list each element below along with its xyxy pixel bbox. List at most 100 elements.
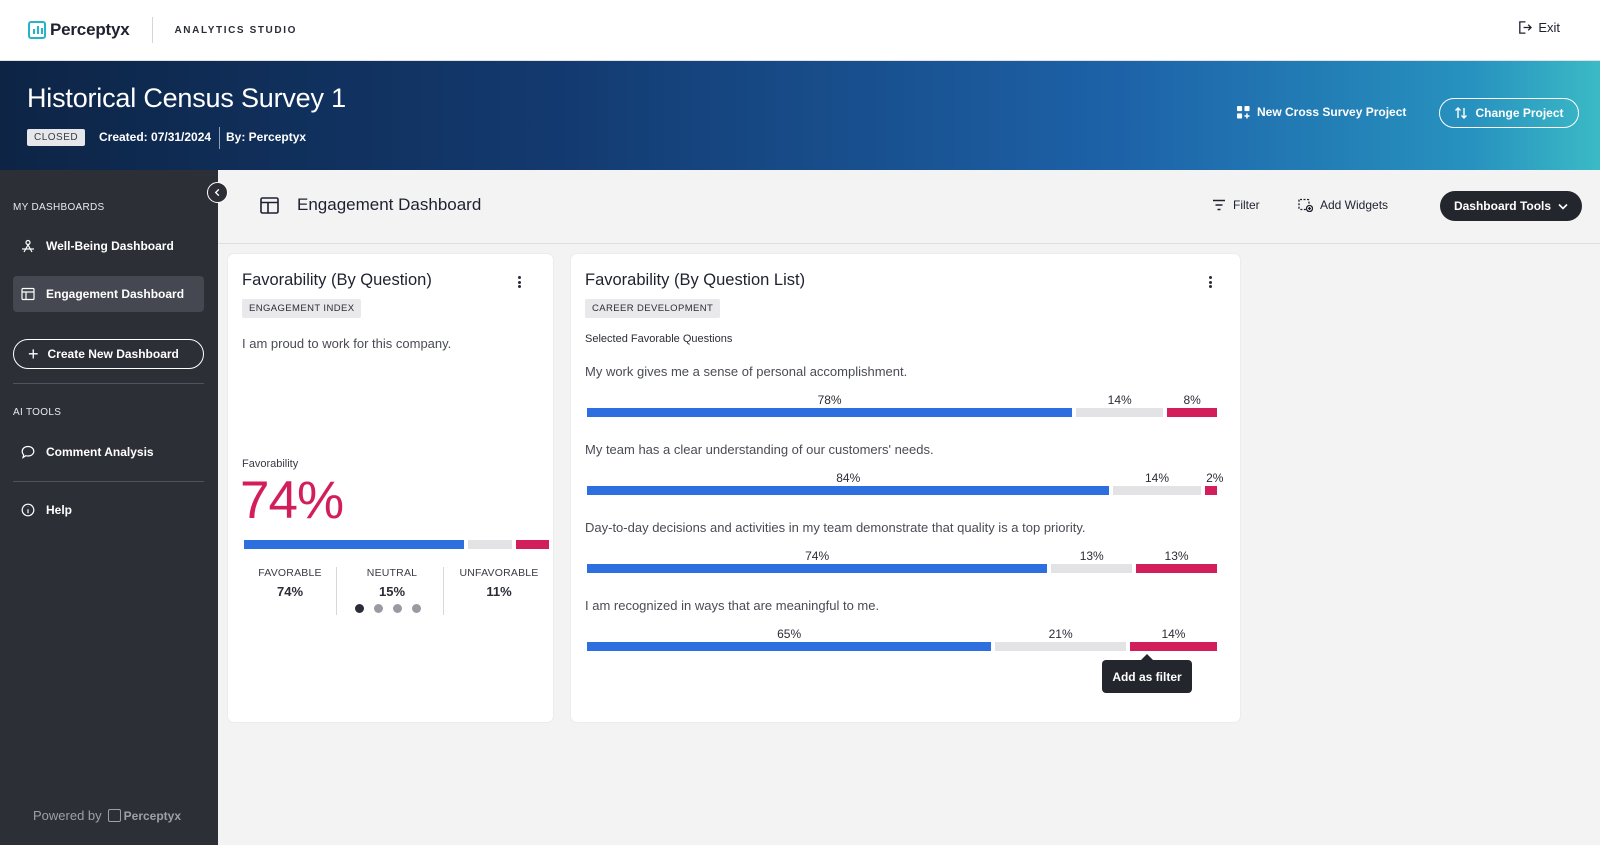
stat-favorable: FAVORABLE 74% <box>243 567 337 599</box>
survey-banner: Historical Census Survey 1 CLOSED Create… <box>0 61 1600 170</box>
favorable-percent-label: 65% <box>777 627 802 641</box>
neutral-percent-label: 13% <box>1079 549 1104 563</box>
widget-menu-button[interactable] <box>511 273 527 291</box>
filter-button[interactable]: Filter <box>1212 198 1260 212</box>
sidebar-item-comment-analysis[interactable]: Comment Analysis <box>13 434 204 470</box>
created-date: Created: 07/31/2024 <box>99 130 212 144</box>
dashboard-layout-icon <box>260 196 279 214</box>
sidebar-item-label: Well-Being Dashboard <box>46 239 174 253</box>
info-icon <box>21 503 35 517</box>
sidebar-item-help[interactable]: Help <box>13 492 204 528</box>
favorable-percent-label: 74% <box>805 549 830 563</box>
exit-label: Exit <box>1538 20 1560 35</box>
dashboard-title: Engagement Dashboard <box>260 195 481 215</box>
comment-icon <box>21 445 35 459</box>
top-bar: Perceptyx ANALYTICS STUDIO Exit <box>0 0 1600 61</box>
favorability-by-question-list-widget: Favorability (By Question List) CAREER D… <box>571 254 1240 722</box>
create-new-dashboard-label: Create New Dashboard <box>47 347 179 361</box>
favorable-segment[interactable] <box>244 540 464 549</box>
stat-divider <box>336 567 337 615</box>
logo-mark-icon <box>28 21 46 39</box>
neutral-percent-label: 14% <box>1107 393 1132 407</box>
created-by: By: Perceptyx <box>226 130 307 144</box>
new-cross-survey-button[interactable]: New Cross Survey Project <box>1237 105 1406 119</box>
widget-menu-button[interactable] <box>1202 273 1218 291</box>
add-widgets-button[interactable]: Add Widgets <box>1298 198 1388 212</box>
powered-by: Powered by Perceptyx <box>33 808 181 823</box>
widget-title: Favorability (By Question) <box>242 271 432 289</box>
widget-title: Favorability (By Question List) <box>585 271 806 289</box>
neutral-percent-label: 14% <box>1145 471 1170 485</box>
exit-button[interactable]: Exit <box>1517 20 1560 35</box>
change-project-button[interactable]: Change Project <box>1439 98 1579 128</box>
create-new-dashboard-button[interactable]: + Create New Dashboard <box>13 339 204 369</box>
perceptyx-mark-icon <box>107 809 121 822</box>
dashboard-header: Engagement Dashboard Filter Add Widgets … <box>218 170 1600 244</box>
sidebar-item-engagement[interactable]: Engagement Dashboard <box>13 276 204 312</box>
logo-text: Perceptyx <box>50 20 130 39</box>
favorable-segment[interactable] <box>587 564 1048 573</box>
favorable-percent-label: 84% <box>836 471 861 485</box>
studio-label: ANALYTICS STUDIO <box>174 24 297 36</box>
survey-title: Historical Census Survey 1 <box>27 83 346 113</box>
widget-tag: ENGAGEMENT INDEX <box>242 299 362 318</box>
filter-label: Filter <box>1233 198 1260 212</box>
sidebar-item-well-being[interactable]: Well-Being Dashboard <box>13 228 204 264</box>
collapse-sidebar-button[interactable] <box>207 182 228 203</box>
add-widgets-label: Add Widgets <box>1320 198 1389 212</box>
stat-divider <box>443 567 444 615</box>
question-text: My team has a clear understanding of our… <box>585 442 934 457</box>
pagination-dot[interactable] <box>412 604 421 613</box>
dashboard-tools-button[interactable]: Dashboard Tools <box>1440 191 1582 221</box>
neutral-segment[interactable] <box>1113 486 1201 495</box>
favorable-segment[interactable] <box>587 408 1073 417</box>
status-badge: CLOSED <box>27 129 86 146</box>
unfavorable-segment[interactable] <box>1204 486 1217 495</box>
unfavorable-segment[interactable] <box>516 540 549 549</box>
favorable-segment[interactable] <box>587 486 1110 495</box>
stat-value: 11% <box>486 584 512 599</box>
question-text: I am proud to work for this company. <box>242 336 452 351</box>
stat-value: 15% <box>378 584 406 599</box>
plus-icon: + <box>28 344 39 364</box>
powered-brand: Perceptyx <box>123 808 182 823</box>
unfavorable-percent-label: 8% <box>1183 393 1201 407</box>
neutral-segment[interactable] <box>995 642 1126 651</box>
meta-divider <box>219 127 220 149</box>
favorability-by-question-widget: Favorability (By Question) ENGAGEMENT IN… <box>228 254 553 722</box>
exit-icon <box>1519 21 1533 34</box>
swap-icon <box>1455 107 1468 119</box>
neutral-segment[interactable] <box>467 540 513 549</box>
wellbeing-icon <box>22 239 34 253</box>
unfavorable-segment[interactable] <box>1136 564 1217 573</box>
perceptyx-logo[interactable]: Perceptyx <box>28 15 130 45</box>
sidebar-item-label: Engagement Dashboard <box>46 287 185 301</box>
stat-unfavorable: UNFAVORABLE 11% <box>452 567 546 599</box>
unfavorable-segment[interactable] <box>1129 642 1217 651</box>
widget-subtitle: Selected Favorable Questions <box>585 333 733 345</box>
neutral-segment[interactable] <box>1051 564 1133 573</box>
sidebar-divider <box>13 481 204 482</box>
unfavorable-percent-label: 14% <box>1161 627 1186 641</box>
dashboard-title-text: Engagement Dashboard <box>297 195 482 214</box>
unfavorable-segment[interactable] <box>1167 408 1217 417</box>
dashboard-icon <box>21 287 35 301</box>
grid-plus-icon <box>1237 105 1250 119</box>
question-text: My work gives me a sense of personal acc… <box>585 364 908 379</box>
pagination-dot[interactable] <box>374 604 383 613</box>
question-text: I am recognized in ways that are meaning… <box>585 598 880 613</box>
top-divider <box>152 17 154 43</box>
sidebar-item-label: Help <box>46 503 73 517</box>
powered-by-text: Powered by <box>33 808 102 823</box>
pagination-dot[interactable] <box>393 604 402 613</box>
neutral-segment[interactable] <box>1076 408 1164 417</box>
ai-tools-heading: AI TOOLS <box>13 407 62 418</box>
favorable-segment[interactable] <box>587 642 992 651</box>
favorability-label: Favorability <box>242 458 299 470</box>
filter-icon <box>1213 199 1225 211</box>
favorable-percent-label: 78% <box>817 393 842 407</box>
pagination-dot[interactable] <box>355 604 364 613</box>
favorability-value: 74% <box>240 471 344 530</box>
stat-label: UNFAVORABLE <box>459 567 539 579</box>
add-as-filter-tooltip[interactable]: Add as filter <box>1102 654 1192 693</box>
